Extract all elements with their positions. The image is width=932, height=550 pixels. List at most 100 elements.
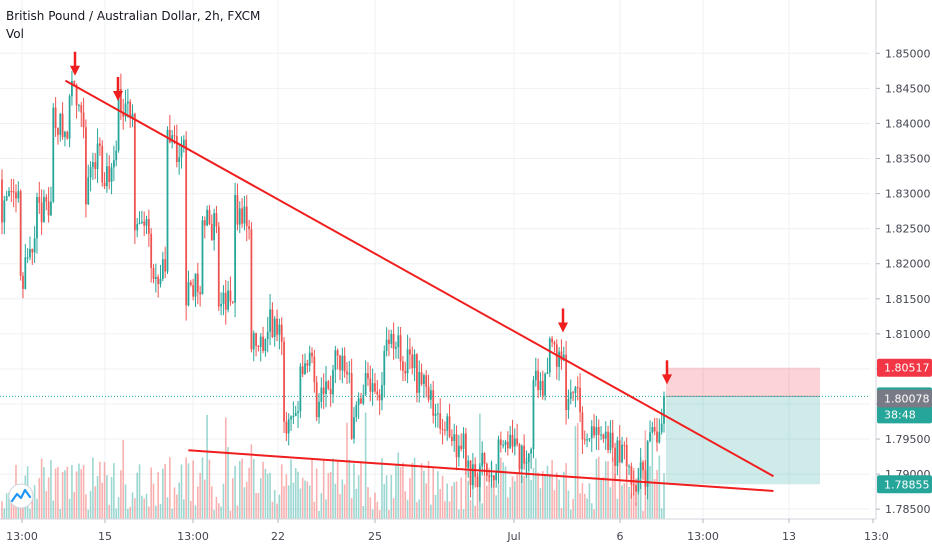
volume-bar [252, 459, 255, 519]
volume-bar [551, 460, 553, 519]
candle-body [548, 338, 551, 373]
volume-bar [10, 498, 13, 519]
candle-body [432, 390, 435, 416]
candle-body [283, 341, 285, 422]
trendline-layer[interactable] [0, 79, 870, 492]
volume-bar [462, 509, 465, 519]
candle-body [574, 387, 577, 394]
candle-body [280, 324, 283, 342]
volume-bar [208, 459, 211, 519]
volume-bar [217, 503, 220, 519]
candle-body [285, 421, 288, 434]
candle-body [250, 229, 253, 350]
volume-indicator-label[interactable]: Vol [6, 27, 24, 41]
volume-bar [376, 501, 379, 519]
candle-body [117, 89, 120, 151]
candle-body [534, 370, 537, 381]
volume-bar [57, 466, 59, 519]
candle-body [546, 372, 549, 374]
candle-body [565, 354, 567, 410]
volume-bar [567, 490, 570, 519]
volume-bar [504, 466, 507, 519]
candle-body [103, 182, 106, 187]
volume-bar [115, 508, 118, 519]
candle-body [213, 213, 216, 241]
volume-bar [61, 472, 64, 519]
candle-body [446, 416, 449, 431]
volume-bar [262, 461, 264, 519]
candle-body [649, 432, 651, 442]
volume-bar [616, 498, 619, 519]
volume-bar [593, 509, 595, 519]
volume-bar [369, 497, 372, 519]
candle-body [355, 405, 358, 418]
volume-bar [460, 477, 463, 519]
volume-bar [327, 473, 330, 519]
volume-bar [635, 503, 637, 519]
volume-bar [159, 504, 162, 519]
candle-body [621, 444, 623, 463]
time-tick-label: 15 [98, 530, 112, 543]
candle-body [64, 131, 66, 137]
volume-bar [569, 509, 572, 519]
candle-body [516, 438, 519, 445]
price-tick-label: 1.81500 [885, 293, 931, 306]
volume-bar [178, 482, 180, 519]
volume-bar [94, 486, 97, 519]
candle-body [511, 434, 514, 447]
candle-body [180, 145, 183, 158]
volume-bar [82, 464, 85, 519]
candle-body [560, 351, 563, 361]
candle-body [112, 160, 115, 168]
candle-body [628, 466, 630, 468]
volume-bar [430, 504, 432, 519]
candle-body [208, 209, 211, 224]
tradingview-logo-icon[interactable] [8, 483, 34, 509]
candle-body [131, 113, 134, 118]
price-tick-label: 1.84500 [885, 82, 931, 95]
candle-body [22, 275, 24, 289]
volume-bar [423, 470, 425, 519]
candle-body [539, 380, 542, 391]
candle-body [182, 139, 185, 146]
candle-body [59, 113, 62, 135]
volume-bar [52, 500, 55, 519]
candle-body [94, 162, 97, 170]
candle-body [306, 363, 309, 366]
volume-bar [523, 475, 525, 519]
candle-body [175, 136, 178, 163]
candle-body [404, 370, 407, 374]
volume-bar [658, 455, 661, 519]
volume-bar [120, 470, 122, 519]
volume-bar [586, 498, 588, 519]
candle-body [54, 107, 57, 129]
volume-bar [383, 483, 386, 519]
candle-body [436, 413, 439, 415]
volume-bar [448, 501, 451, 519]
candle-body [308, 352, 311, 366]
volume-bar [183, 499, 185, 519]
candle-body [145, 219, 148, 226]
candle-body [562, 354, 565, 361]
candle-body [471, 464, 474, 486]
volume-bar [248, 467, 250, 519]
candle-body [509, 434, 512, 449]
candle-body [257, 345, 260, 347]
candle-body [5, 196, 8, 201]
volume-bar [390, 474, 393, 519]
volume-bar [425, 483, 428, 519]
candle-body [173, 135, 176, 137]
candle-body [278, 324, 281, 335]
volume-bar [241, 458, 243, 519]
candle-body [651, 427, 654, 433]
volume-bar [224, 417, 227, 519]
position-tool[interactable] [666, 367, 820, 485]
candle-body [101, 145, 104, 183]
candle-body [96, 143, 99, 170]
candle-body [24, 257, 27, 289]
volume-bar [490, 462, 493, 519]
candle-body [105, 166, 108, 187]
volume-bar [528, 461, 530, 519]
candle-body [45, 197, 48, 202]
